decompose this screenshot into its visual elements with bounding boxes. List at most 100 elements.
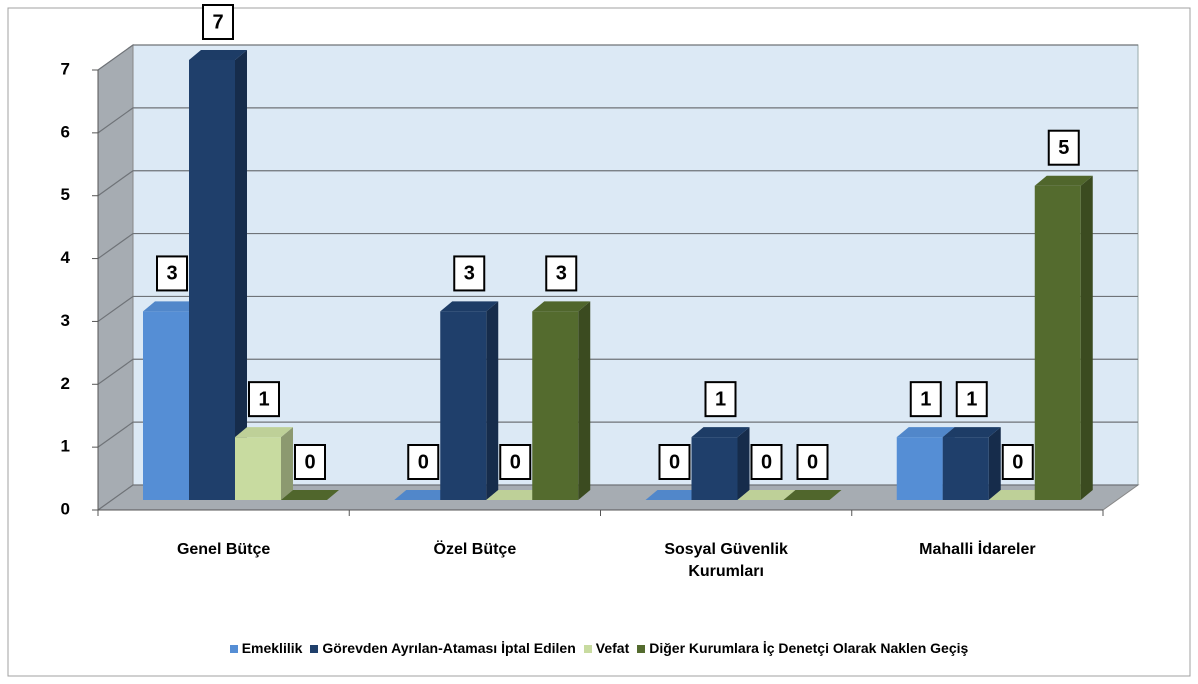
y-tick-label: 0 bbox=[61, 499, 70, 518]
value-label: 7 bbox=[212, 11, 223, 33]
value-label: 0 bbox=[761, 451, 772, 473]
grid-line bbox=[97, 358, 1138, 385]
bar bbox=[143, 311, 189, 500]
value-label-box bbox=[248, 381, 280, 418]
legend-label: Vefat bbox=[595, 640, 630, 656]
legend-label: Görevden Ayrılan-Ataması İptal Edilen bbox=[322, 640, 576, 656]
value-label: 0 bbox=[418, 451, 429, 473]
bar-top bbox=[896, 427, 955, 438]
y-tick-label: 2 bbox=[61, 374, 70, 393]
x-tick-label: Genel Bütçe bbox=[176, 541, 271, 558]
y-tick-label: 4 bbox=[61, 248, 71, 267]
bar-top bbox=[532, 301, 591, 312]
value-label-box bbox=[156, 255, 188, 292]
bar-top bbox=[988, 490, 1047, 500]
legend: Emeklilik Görevden Ayrılan-Ataması İptal … bbox=[0, 640, 1198, 656]
bar-side bbox=[235, 50, 247, 500]
bar bbox=[896, 437, 943, 500]
legend-item: Diğer Kurumlara İç Denetçi Olarak Naklen… bbox=[637, 640, 968, 656]
x-tick-label: Özel Bütçe bbox=[433, 541, 517, 558]
value-label: 3 bbox=[556, 263, 567, 285]
grid-line bbox=[97, 232, 1138, 260]
bar-top bbox=[645, 490, 704, 500]
bar bbox=[1034, 185, 1081, 500]
grid-line bbox=[97, 421, 1138, 448]
bar bbox=[942, 437, 989, 500]
bar-side bbox=[578, 301, 591, 500]
legend-label: Diğer Kurumlara İç Denetçi Olarak Naklen… bbox=[649, 640, 969, 656]
value-label-box bbox=[704, 381, 737, 418]
bar-top bbox=[486, 490, 545, 500]
grid-line bbox=[97, 295, 1138, 322]
value-label: 5 bbox=[1058, 137, 1069, 159]
bar-side bbox=[1080, 175, 1093, 500]
value-label: 0 bbox=[510, 451, 521, 473]
y-tick-label: 1 bbox=[61, 437, 70, 456]
bar-top bbox=[235, 427, 293, 438]
grid-line bbox=[97, 44, 1138, 71]
legend-swatch bbox=[637, 645, 646, 653]
value-label-box bbox=[909, 381, 942, 418]
value-label: 0 bbox=[669, 451, 680, 473]
bar-top bbox=[440, 301, 499, 312]
value-label-box bbox=[545, 255, 578, 292]
value-label: 1 bbox=[966, 388, 977, 410]
bar bbox=[235, 437, 281, 500]
bar-top bbox=[942, 427, 1001, 438]
bar bbox=[691, 437, 738, 500]
grid-line bbox=[97, 170, 1138, 197]
value-label-box bbox=[1047, 129, 1080, 166]
y-tick-label: 5 bbox=[61, 185, 70, 204]
grid-line bbox=[97, 107, 1138, 134]
value-label: 1 bbox=[258, 388, 269, 410]
bar-top bbox=[189, 50, 247, 60]
bar-side bbox=[281, 427, 293, 500]
bar-side bbox=[988, 427, 1001, 500]
bar-top bbox=[394, 490, 453, 500]
legend-swatch bbox=[310, 645, 319, 653]
back-wall bbox=[132, 44, 1139, 486]
value-label: 0 bbox=[304, 451, 315, 473]
y-tick-label: 3 bbox=[61, 311, 70, 330]
y-tick-label: 6 bbox=[61, 122, 70, 141]
x-tick-label: Mahalli İdareler bbox=[919, 541, 1036, 558]
legend-swatch bbox=[229, 645, 238, 653]
grid-line bbox=[97, 484, 1138, 511]
value-label-box bbox=[1001, 444, 1034, 480]
bar-top bbox=[1034, 175, 1093, 186]
value-label-box bbox=[796, 444, 829, 480]
value-label-box bbox=[499, 444, 532, 480]
legend-item: Emeklilik bbox=[229, 640, 303, 656]
y-tick-label: 7 bbox=[61, 59, 70, 78]
bar bbox=[189, 60, 235, 500]
bar bbox=[440, 311, 487, 500]
value-label: 1 bbox=[920, 388, 931, 410]
x-tick-label: Sosyal Güvenlik Kurumları bbox=[664, 541, 788, 580]
value-label: 3 bbox=[464, 263, 475, 285]
value-label-box bbox=[750, 444, 783, 480]
value-label-box bbox=[202, 4, 234, 40]
legend-label: Emeklilik bbox=[241, 640, 303, 656]
bar-top bbox=[783, 490, 842, 500]
value-label: 0 bbox=[1012, 451, 1023, 473]
value-label: 3 bbox=[166, 263, 177, 285]
bar-top bbox=[737, 490, 796, 500]
value-label-box bbox=[955, 381, 988, 418]
value-label: 0 bbox=[807, 451, 818, 473]
value-label-box bbox=[658, 444, 691, 480]
legend-item: Görevden Ayrılan-Ataması İptal Edilen bbox=[310, 640, 576, 656]
bar-side bbox=[737, 427, 750, 500]
legend-item: Vefat bbox=[583, 640, 630, 656]
value-label-box bbox=[453, 255, 486, 292]
value-label-box bbox=[294, 444, 326, 480]
legend-swatch bbox=[583, 645, 592, 653]
bar bbox=[532, 311, 579, 500]
bar-top bbox=[143, 301, 201, 312]
bar-side bbox=[486, 301, 499, 500]
bar-top bbox=[691, 427, 750, 438]
value-label-box bbox=[407, 444, 440, 480]
value-label: 1 bbox=[715, 388, 726, 410]
side-wall bbox=[97, 44, 134, 511]
